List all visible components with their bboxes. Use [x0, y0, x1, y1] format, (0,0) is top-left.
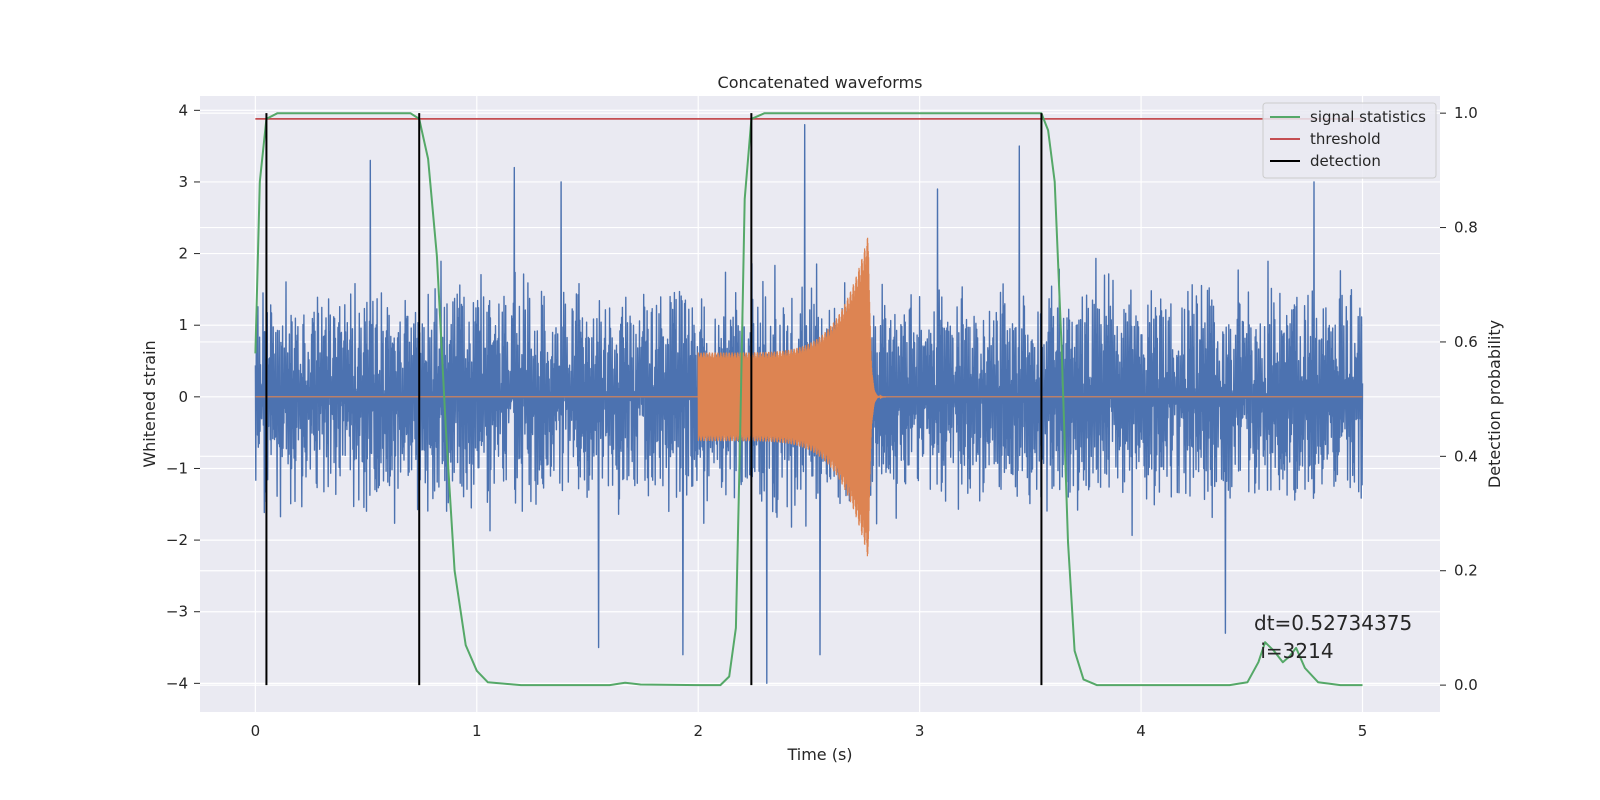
y2-tick-label: 0.2 — [1454, 562, 1478, 580]
y-tick-label: 1 — [178, 316, 188, 334]
y-tick-label: −2 — [166, 531, 188, 549]
x-tick-label: 2 — [693, 722, 703, 740]
y2-tick-label: 1.0 — [1454, 104, 1478, 122]
y-tick-label: 3 — [178, 173, 188, 191]
annotation-dt: dt=0.52734375 — [1254, 611, 1412, 635]
x-axis-label: Time (s) — [786, 745, 852, 764]
x-tick-label: 1 — [472, 722, 482, 740]
x-tick-label: 3 — [915, 722, 925, 740]
chart-title: Concatenated waveforms — [718, 73, 923, 92]
legend-label-detection: detection — [1310, 152, 1381, 170]
y-tick-label: 4 — [178, 101, 188, 119]
y-axis-label: Whitened strain — [140, 340, 159, 467]
y2-tick-label: 0.4 — [1454, 447, 1478, 465]
series-injected-waveform — [255, 237, 1363, 557]
x-tick-label: 0 — [251, 722, 261, 740]
y-tick-label: 0 — [178, 388, 188, 406]
y2-axis-label: Detection probability — [1485, 320, 1504, 488]
series-signal-statistics — [254, 112, 1363, 687]
data-layer — [254, 112, 1364, 687]
ticks: 0 1 2 3 4 5 −4 −3 −2 −1 0 1 2 3 4 0.0 0.2 0.4 0.6 0.8 1.0 — [166, 101, 1478, 740]
y2-tick-label: 0.6 — [1454, 333, 1478, 351]
y2-tick-label: 0.8 — [1454, 219, 1478, 237]
legend-box — [1262, 102, 1437, 179]
y-tick-label: −1 — [166, 459, 188, 477]
legend: signal statistics threshold detection — [1262, 102, 1437, 179]
y-tick-label: −3 — [166, 603, 188, 621]
y2-tick-label: 0.0 — [1454, 676, 1478, 694]
legend-label-threshold: threshold — [1310, 130, 1381, 148]
x-tick-label: 5 — [1358, 722, 1368, 740]
y-tick-label: −4 — [166, 674, 188, 692]
y-tick-label: 2 — [178, 245, 188, 263]
x-tick-label: 4 — [1136, 722, 1146, 740]
annotation-index: i=3214 — [1254, 639, 1334, 663]
legend-label-signal-statistics: signal statistics — [1310, 108, 1426, 126]
